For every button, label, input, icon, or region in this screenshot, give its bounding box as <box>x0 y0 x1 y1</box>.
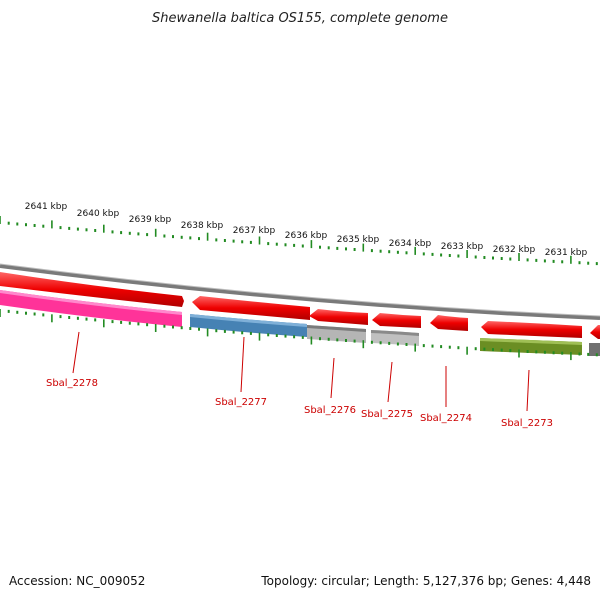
gene-label-sbal-2276[interactable]: Sbal_2276 <box>304 405 356 416</box>
gene-label-sbal-2273[interactable]: Sbal_2273 <box>501 418 553 429</box>
tick-label-2631: 2631 kbp <box>545 248 588 258</box>
genome-summary-text: Topology: circular; Length: 5,127,376 bp… <box>260 574 591 588</box>
cds-arrow[interactable] <box>481 321 582 338</box>
tick-label-2636: 2636 kbp <box>285 231 328 241</box>
tick-label-2639: 2639 kbp <box>129 215 172 225</box>
forward-cds-track <box>0 272 600 339</box>
cds-arrow[interactable] <box>192 296 310 320</box>
gene-bar-sbal-2273-highlight <box>480 338 582 345</box>
tick-label-2637: 2637 kbp <box>233 226 276 236</box>
gene-track <box>0 290 600 356</box>
tick-label-2641: 2641 kbp <box>25 202 68 212</box>
cds-arrow[interactable] <box>309 309 368 325</box>
leader-line <box>330 357 335 399</box>
cds-arrow[interactable] <box>590 325 600 339</box>
cds-arrow[interactable] <box>372 313 421 328</box>
gene-label-sbal-2274[interactable]: Sbal_2274 <box>420 413 472 424</box>
accession-text: Accession: NC_009052 <box>9 574 145 588</box>
cds-arrow[interactable] <box>430 315 468 331</box>
tick-label-2633: 2633 kbp <box>441 242 484 252</box>
gene-labels: Sbal_2278 Sbal_2277 Sbal_2276 Sbal_2275 … <box>46 331 553 429</box>
gene-label-sbal-2275[interactable]: Sbal_2275 <box>361 409 413 420</box>
cds-arrow[interactable] <box>0 272 184 307</box>
outer-tick-ring <box>0 216 598 266</box>
tick-label-2634: 2634 kbp <box>389 239 432 249</box>
gene-bar-sbal-2275-highlight <box>371 330 419 336</box>
gene-bar-next[interactable] <box>589 343 600 356</box>
gene-label-sbal-2278[interactable]: Sbal_2278 <box>46 378 98 389</box>
tick-labels: 2641 kbp 2640 kbp 2639 kbp 2638 kbp 2637… <box>25 202 588 258</box>
gene-bar-sbal-2277-highlight <box>190 314 307 327</box>
leader-line <box>72 331 80 374</box>
tick-label-2640: 2640 kbp <box>77 209 120 219</box>
gene-bar-sbal-2278-highlight <box>0 290 182 315</box>
map-title: Shewanella baltica OS155, complete genom… <box>152 11 448 26</box>
leader-line <box>387 361 393 403</box>
genome-backbone <box>0 264 600 320</box>
tick-label-2638: 2638 kbp <box>181 221 224 231</box>
leader-line <box>240 336 245 393</box>
gene-bar-sbal-2276-highlight <box>307 325 366 332</box>
tick-label-2635: 2635 kbp <box>337 235 380 245</box>
leader-line <box>526 369 530 412</box>
gene-label-sbal-2277[interactable]: Sbal_2277 <box>215 397 267 408</box>
tick-label-2632: 2632 kbp <box>493 245 536 255</box>
genome-backbone-highlight <box>0 263 600 317</box>
inner-tick-ring <box>0 309 598 361</box>
